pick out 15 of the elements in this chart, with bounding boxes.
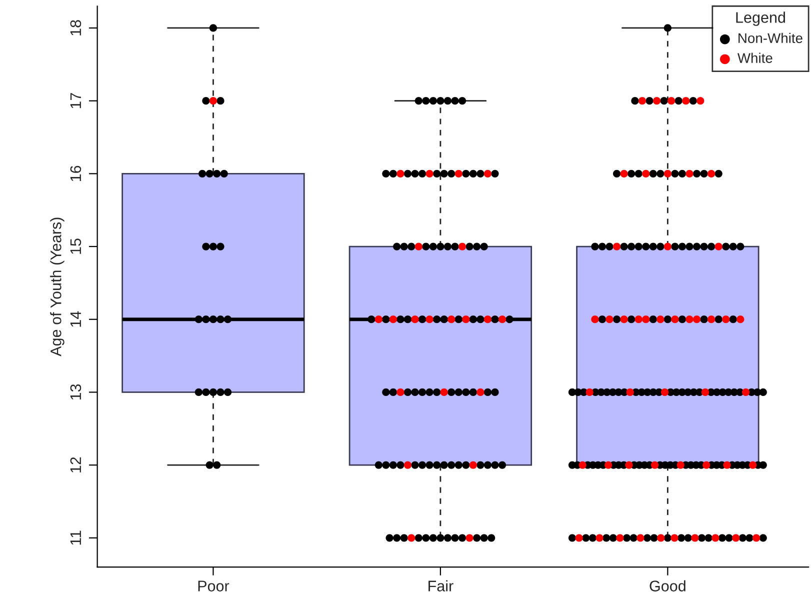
y-tick-label: 18 [70, 20, 82, 36]
legend-label: White [737, 52, 772, 63]
y-tick-label: 14 [70, 311, 81, 327]
x-tick-label: Good [650, 580, 686, 592]
y-tick-label: 11 [70, 530, 81, 545]
y-tick-label: 12 [70, 457, 81, 472]
legend-title: Legend [736, 12, 785, 26]
x-tick-label: Fair [428, 580, 454, 592]
y-tick-label: 16 [70, 166, 82, 181]
y-tick-label: 17 [70, 93, 81, 108]
y-tick-label: 13 [70, 384, 82, 400]
y-tick-label: 15 [70, 238, 82, 254]
legend-label: Non-White [738, 32, 802, 44]
x-tick-label: Poor [198, 580, 230, 592]
y-axis-title: Age of Youth (Years) [50, 218, 64, 356]
